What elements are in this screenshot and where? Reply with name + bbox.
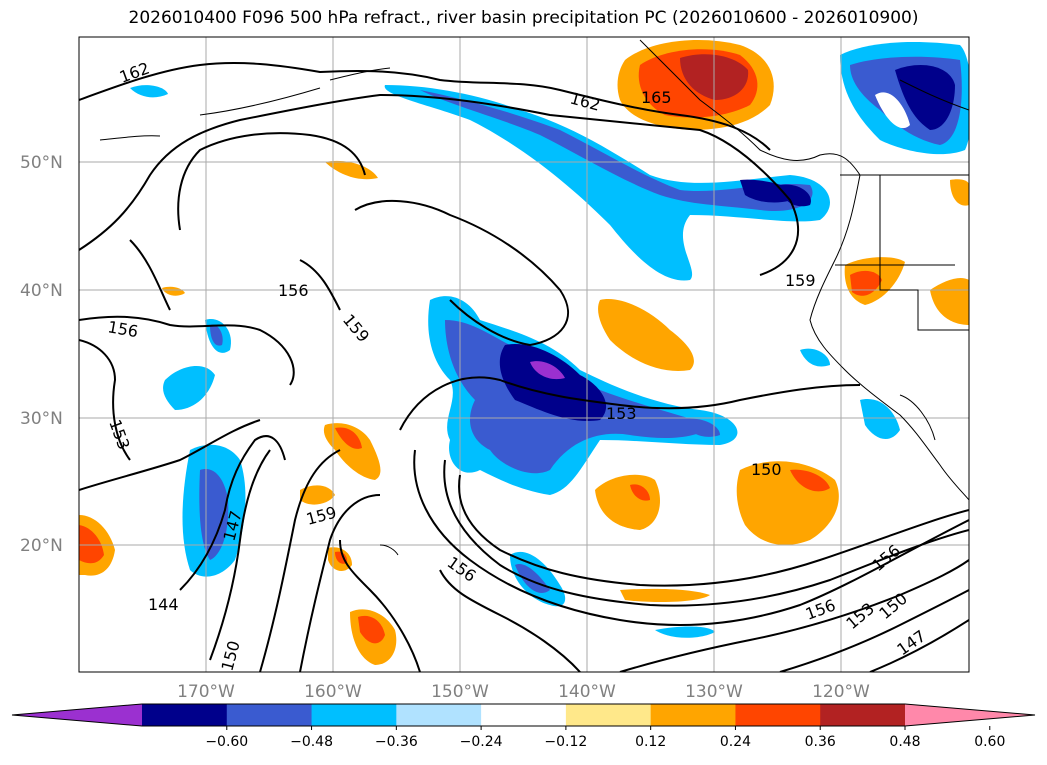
colorbar-segment: [650, 704, 736, 726]
refractivity-contours: [79, 62, 969, 672]
colorbar-tick-label: −0.60: [205, 734, 248, 750]
colorbar-segment: [142, 704, 228, 726]
colorbar: −0.60 −0.48 −0.36 −0.24 −0.12 0.12 0.24 0.36 0.4…: [11, 703, 1036, 750]
colorbar-tick-label: 0.60: [974, 734, 1005, 750]
contour-label: 144: [148, 595, 179, 614]
colorbar-segment: [481, 704, 567, 726]
colorbar-segment: [820, 704, 906, 726]
colorbar-tick-label: −0.12: [544, 734, 587, 750]
colorbar-extend-low: [12, 704, 142, 726]
lat-label: 40°N: [20, 281, 63, 301]
lat-label: 30°N: [20, 409, 63, 429]
gridlines: [79, 37, 969, 672]
lon-label: 140°W: [558, 682, 616, 702]
negative-anomaly-band-north: [384, 85, 830, 281]
colorbar-segment: [735, 704, 821, 726]
latitude-labels: 50°N 40°N 30°N 20°N: [20, 153, 63, 556]
lon-label: 130°W: [685, 682, 743, 702]
plot-border: [78, 36, 970, 673]
lon-label: 120°W: [812, 682, 870, 702]
colorbar-tick-label: 0.24: [720, 734, 751, 750]
coastlines: [99, 39, 969, 556]
lon-label: 160°W: [304, 682, 362, 702]
map-title: 2026010400 F096 500 hPa refract., river …: [128, 8, 919, 28]
contour-label: 165: [641, 88, 672, 107]
colorbar-segment: [311, 704, 397, 726]
colorbar-tick-label: −0.48: [290, 734, 333, 750]
colorbar-tick-label: 0.12: [635, 734, 666, 750]
shaded-regions: [79, 40, 969, 665]
colorbar-outline: [11, 703, 1036, 727]
colorbar-segment: [226, 704, 313, 726]
contour-label: 159: [785, 271, 816, 290]
contour-label: 156: [278, 281, 309, 300]
colorbar-tick-label: 0.48: [889, 734, 920, 750]
lat-label: 50°N: [20, 153, 63, 173]
lat-label: 20°N: [20, 536, 63, 556]
colorbar-tick-label: 0.36: [805, 734, 836, 750]
contour-label: 150: [751, 460, 782, 479]
colorbar-segment: [565, 704, 652, 726]
lon-label: 170°W: [177, 682, 235, 702]
colorbar-tick-label: −0.24: [460, 734, 503, 750]
contour-label: 153: [606, 404, 637, 423]
colorbar-extend-high: [905, 704, 1035, 726]
colorbar-segment: [396, 704, 482, 726]
lon-label: 150°W: [431, 682, 489, 702]
colorbar-tick-label: −0.36: [375, 734, 418, 750]
longitude-labels: 170°W 160°W 150°W 140°W 130°W 120°W: [177, 682, 870, 702]
